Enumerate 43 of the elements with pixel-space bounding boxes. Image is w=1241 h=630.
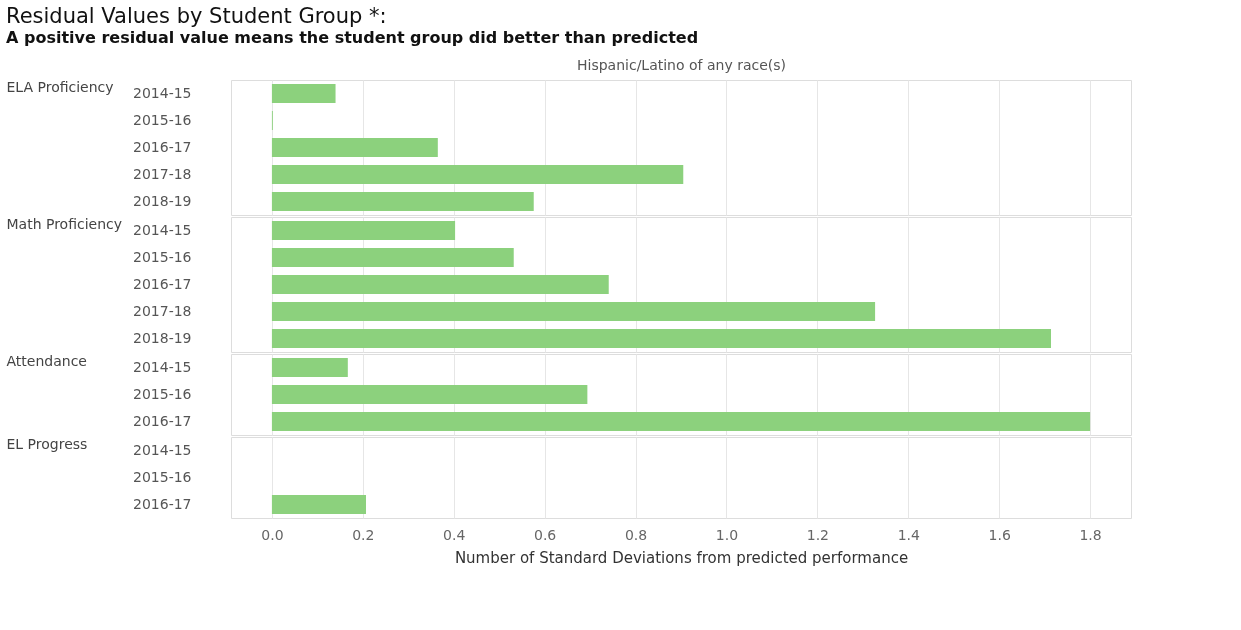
bar [271, 275, 609, 294]
x2-axis-title: Hispanic/Latino of any race(s) [577, 56, 786, 73]
x-axis-title: Number of Standard Deviations from predicted performance [454, 548, 909, 567]
y-tick-label: 2017-18 [133, 302, 192, 319]
y-tick-label: 2014-15 [133, 221, 192, 238]
y-axis-title: EL Progress [6, 435, 88, 452]
x-tick-label: 0.0 [261, 526, 284, 543]
y-tick-label: 2014-15 [133, 84, 192, 101]
y-tick-label: 2016-17 [133, 495, 192, 512]
x-tick-label: 0.6 [534, 526, 557, 543]
y-axis-title: ELA Proficiency [6, 78, 114, 95]
y-tick-label: 2018-19 [133, 329, 192, 346]
x-tick-label: 1.8 [1079, 526, 1102, 543]
x-tick-label: 1.6 [988, 526, 1011, 543]
bar [271, 138, 438, 157]
bar [271, 165, 684, 184]
x-tick-label: 0.4 [443, 526, 466, 543]
y-axis-title: Math Proficiency [6, 215, 123, 232]
bar [271, 84, 336, 103]
y-tick-label: 2016-17 [133, 275, 192, 292]
x-tick-label: 0.2 [352, 526, 375, 543]
y-tick-label: 2018-19 [133, 192, 192, 209]
bar [271, 192, 534, 211]
bar [271, 248, 514, 267]
x-tick-label: 1.4 [897, 526, 920, 543]
y-tick-label: 2015-16 [133, 111, 192, 128]
y-axis-title: Attendance [6, 352, 87, 369]
y-tick-label: 2014-15 [133, 358, 192, 375]
y-tick-label: 2016-17 [133, 412, 192, 429]
y-tick-label: 2014-15 [133, 441, 192, 458]
x-tick-label: 1.0 [715, 526, 739, 543]
y-tick-label: 2016-17 [133, 138, 192, 155]
bar [271, 329, 1051, 348]
y-tick-label: 2015-16 [133, 468, 192, 485]
chart-subtitle: A positive residual value means the student group did better than predicted [6, 28, 699, 47]
y-tick-label: 2017-18 [133, 165, 192, 182]
y-tick-label: 2015-16 [133, 385, 192, 402]
bar [271, 302, 876, 321]
bar [271, 221, 456, 240]
y-tick-label: 2015-16 [133, 248, 192, 265]
chart-title: Residual Values by Student Group *: [6, 4, 387, 28]
x-tick-label: 0.8 [624, 526, 648, 543]
x-tick-label: 1.2 [806, 526, 829, 543]
